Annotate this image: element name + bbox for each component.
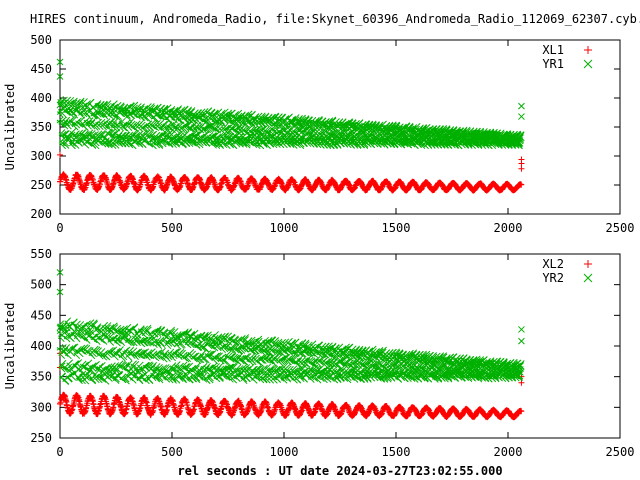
y-tick-label: 450 <box>30 62 52 76</box>
outlier-point <box>57 151 63 158</box>
y-tick-label: 350 <box>30 120 52 134</box>
outlier-point <box>518 326 525 333</box>
x-tick-label: 0 <box>56 221 63 235</box>
legend-label: XL1 <box>542 43 564 57</box>
y-tick-label: 400 <box>30 339 52 353</box>
y-tick-label: 550 <box>30 247 52 261</box>
series-XL1 <box>57 151 525 194</box>
y-tick-label: 450 <box>30 308 52 322</box>
series-XL2 <box>57 350 525 421</box>
series-points <box>57 171 525 194</box>
x-tick-label: 0 <box>56 445 63 459</box>
y-tick-label: 300 <box>30 149 52 163</box>
legend-label: YR2 <box>542 271 564 285</box>
y-tick-label: 250 <box>30 431 52 445</box>
y-tick-label: 200 <box>30 207 52 221</box>
x-tick-label: 2500 <box>606 445 635 459</box>
x-tick-label: 2500 <box>606 221 635 235</box>
legend-label: XL2 <box>542 257 564 271</box>
outlier-point <box>56 324 64 331</box>
outlier-point <box>56 101 64 109</box>
x-tick-label: 2000 <box>494 221 523 235</box>
series-YR2 <box>56 269 525 386</box>
legend-label: YR1 <box>542 57 564 71</box>
chart-panel-2: 0 500 1000 1500 2000 2500 250 300 350 400 450 500 55… <box>3 247 634 478</box>
x-tick-label: 500 <box>161 445 183 459</box>
x-axis-label: rel seconds : UT date 2024-03-27T23:02:5… <box>177 464 502 478</box>
x-tick-label: 1000 <box>270 445 299 459</box>
outlier-point <box>56 288 64 296</box>
y-tick-label: 350 <box>30 370 52 384</box>
y-axis-label: Uncalibrated <box>3 303 17 390</box>
series-points <box>56 317 525 386</box>
series-points <box>56 96 525 150</box>
outlier-point <box>518 160 525 167</box>
legend-marker <box>584 46 592 54</box>
legend-marker <box>584 260 592 268</box>
x-tick-label: 1500 <box>382 221 411 235</box>
x-tick-label: 1500 <box>382 445 411 459</box>
y-tick-label: 500 <box>30 278 52 292</box>
x-tick-label: 1000 <box>270 221 299 235</box>
legend-marker <box>583 59 593 69</box>
outlier-point <box>56 58 64 66</box>
y-axis-label: Uncalibrated <box>3 84 17 171</box>
y-tick-label: 500 <box>30 33 52 47</box>
outlier-point <box>518 337 525 345</box>
outlier-point <box>56 73 64 80</box>
y-tick-label: 250 <box>30 178 52 192</box>
legend-marker <box>583 273 593 283</box>
outlier-point <box>518 379 525 386</box>
x-tick-label: 500 <box>161 221 183 235</box>
chart-title: HIRES continuum, Andromeda_Radio, file:S… <box>30 12 640 26</box>
outlier-point <box>56 269 64 276</box>
outlier-point <box>518 165 525 172</box>
x-tick-label: 2000 <box>494 445 523 459</box>
y-tick-label: 400 <box>30 91 52 105</box>
y-tick-label: 300 <box>30 400 52 414</box>
outlier-point <box>518 102 525 110</box>
outlier-point <box>518 113 525 120</box>
series-YR1 <box>56 58 525 150</box>
chart-panel-1: 0 500 1000 1500 2000 2500 200 250 300 350 400 450 50… <box>3 33 634 235</box>
series-points <box>57 391 525 421</box>
